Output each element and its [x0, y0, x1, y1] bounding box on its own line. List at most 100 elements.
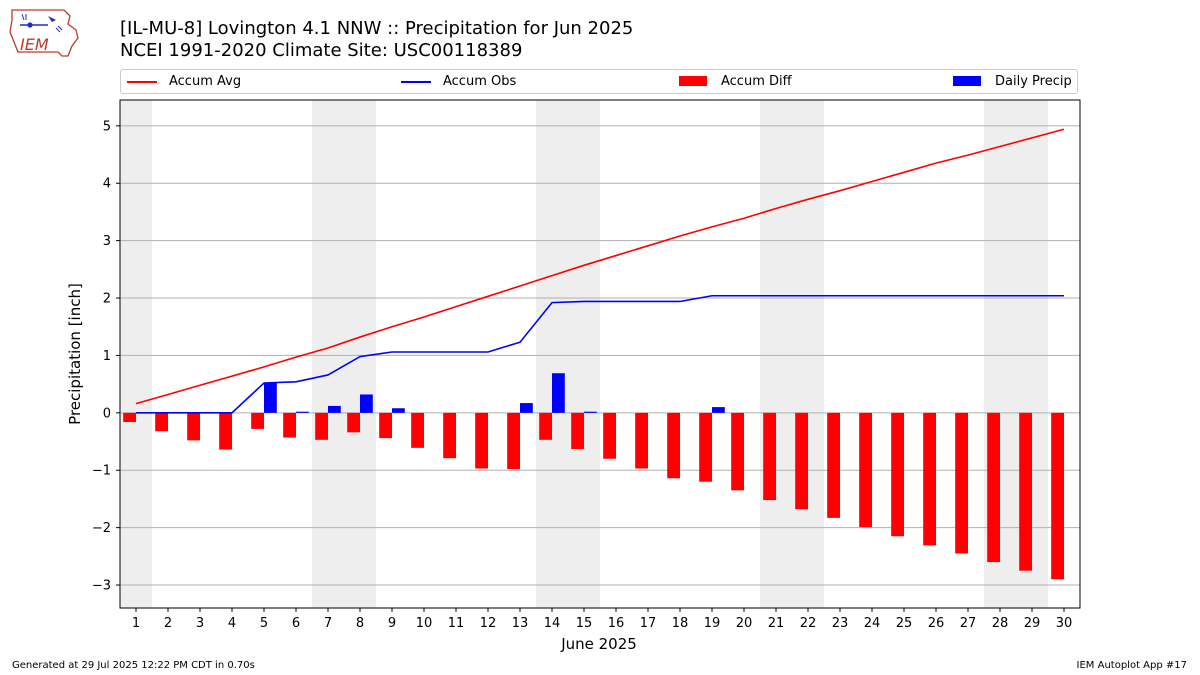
accum-diff-bar: [283, 412, 296, 438]
accum-diff-bar: [123, 412, 136, 423]
y-tick-label: −2: [92, 521, 111, 536]
y-tick-label: 5: [103, 119, 111, 134]
daily-precip-bar: [392, 408, 405, 413]
x-tick-label: 11: [448, 616, 465, 631]
chart-subtitle: NCEI 1991-2020 Climate Site: USC00118389: [120, 40, 523, 61]
daily-precip-bar: [552, 373, 565, 413]
y-tick-label: 4: [103, 177, 111, 192]
x-tick-label: 19: [704, 616, 721, 631]
accum-diff-bar: [155, 412, 168, 432]
x-tick-label: 9: [388, 616, 396, 631]
legend-swatch-daily-precip: [953, 76, 981, 86]
x-tick-label: 8: [356, 616, 364, 631]
x-tick-label: 29: [1024, 616, 1041, 631]
accum-diff-bar: [379, 412, 392, 439]
legend-label-accum-obs: Accum Obs: [443, 74, 517, 89]
accum-diff-bar: [1051, 412, 1064, 580]
legend-swatch-accum-obs: [401, 81, 431, 83]
legend-label-daily-precip: Daily Precip: [995, 74, 1072, 89]
x-tick-label: 10: [416, 616, 433, 631]
legend-swatch-accum-diff: [679, 76, 707, 86]
accum-diff-bar: [411, 412, 424, 448]
x-tick-label: 16: [608, 616, 625, 631]
weekend-bands: [120, 100, 1048, 608]
weekend-band: [792, 100, 824, 608]
x-tick-label: 4: [228, 616, 236, 631]
daily-precip-bar: [712, 407, 725, 413]
accum-diff-bar: [315, 412, 328, 440]
accum-diff-bar: [731, 412, 744, 491]
x-tick-label: 30: [1056, 616, 1073, 631]
accum-diff-bar: [219, 412, 232, 450]
y-tick-label: 1: [103, 349, 111, 364]
x-tick-label: 3: [196, 616, 204, 631]
gridlines: [120, 125, 1080, 586]
accum-diff-bar: [923, 412, 936, 546]
x-tick-label: 2: [164, 616, 172, 631]
accum-diff-bar: [699, 412, 712, 482]
accum-diff-bar: [859, 412, 872, 528]
legend-label-accum-diff: Accum Diff: [721, 74, 792, 89]
accum-diff-bar: [347, 412, 360, 433]
x-tick-label: 1: [132, 616, 140, 631]
iem-logo: IEM: [9, 9, 79, 57]
weekend-band: [568, 100, 600, 608]
daily-precip-bar: [584, 411, 597, 413]
x-tick-label: 21: [768, 616, 785, 631]
x-tick-label: 27: [960, 616, 977, 631]
y-tick-label: −3: [92, 579, 111, 594]
y-tick-label: −1: [92, 464, 111, 479]
accum-diff-bar: [603, 412, 616, 459]
accum-diff-bar: [1019, 412, 1032, 571]
legend-swatch-accum-avg: [127, 81, 157, 83]
accum-diff-bar: [443, 412, 456, 459]
y-axis-label: Precipitation [inch]: [66, 283, 84, 425]
accum-diff-bar: [475, 412, 488, 469]
plot-frame: [119, 99, 1081, 609]
accum-diff-bar: [635, 412, 648, 469]
x-tick-label: 20: [736, 616, 753, 631]
accum-diff-bar: [891, 412, 904, 537]
accum-diff-bar: [795, 412, 808, 510]
y-tick-label: 2: [103, 292, 111, 307]
x-tick-label: 12: [480, 616, 497, 631]
accum-diff-bar: [187, 412, 200, 441]
weekend-band: [312, 100, 344, 608]
x-tick-label: 26: [928, 616, 945, 631]
accum-avg-line: [135, 128, 1065, 405]
accum-diff-bar: [571, 412, 584, 449]
accum-diff-bar: [763, 412, 776, 501]
series-lines: [135, 128, 1065, 414]
weekend-band: [344, 100, 376, 608]
weekend-band: [760, 100, 792, 608]
y-tick-label: 3: [103, 234, 111, 249]
weekend-band: [120, 100, 152, 608]
x-tick-label: 6: [292, 616, 300, 631]
footer-generated: Generated at 29 Jul 2025 12:22 PM CDT in…: [12, 660, 255, 671]
x-axis-label: June 2025: [560, 635, 637, 653]
logo-text: IEM: [20, 35, 49, 54]
y-tick-label: 0: [103, 406, 111, 421]
x-tick-label: 24: [864, 616, 881, 631]
accum-diff-bar: [507, 412, 520, 470]
x-tick-label: 22: [800, 616, 817, 631]
daily-precip-bar: [360, 394, 373, 413]
accum-diff-bar: [987, 412, 1000, 563]
x-tick-label: 15: [576, 616, 593, 631]
x-tick-label: 28: [992, 616, 1009, 631]
chart-title: [IL-MU-8] Lovington 4.1 NNW :: Precipita…: [120, 18, 634, 39]
accum-diff-bar: [539, 412, 552, 440]
accum-diff-bar: [251, 412, 264, 429]
bars: [123, 373, 1064, 580]
footer-app: IEM Autoplot App #17: [1076, 660, 1187, 671]
legend-label-accum-avg: Accum Avg: [169, 74, 242, 89]
x-tick-label: 17: [640, 616, 657, 631]
weekend-band: [536, 100, 568, 608]
x-tick-label: 13: [512, 616, 529, 631]
daily-precip-bar: [328, 405, 341, 413]
x-tick-label: 5: [260, 616, 268, 631]
daily-precip-bar: [520, 403, 533, 413]
accum-diff-bar: [667, 412, 680, 479]
